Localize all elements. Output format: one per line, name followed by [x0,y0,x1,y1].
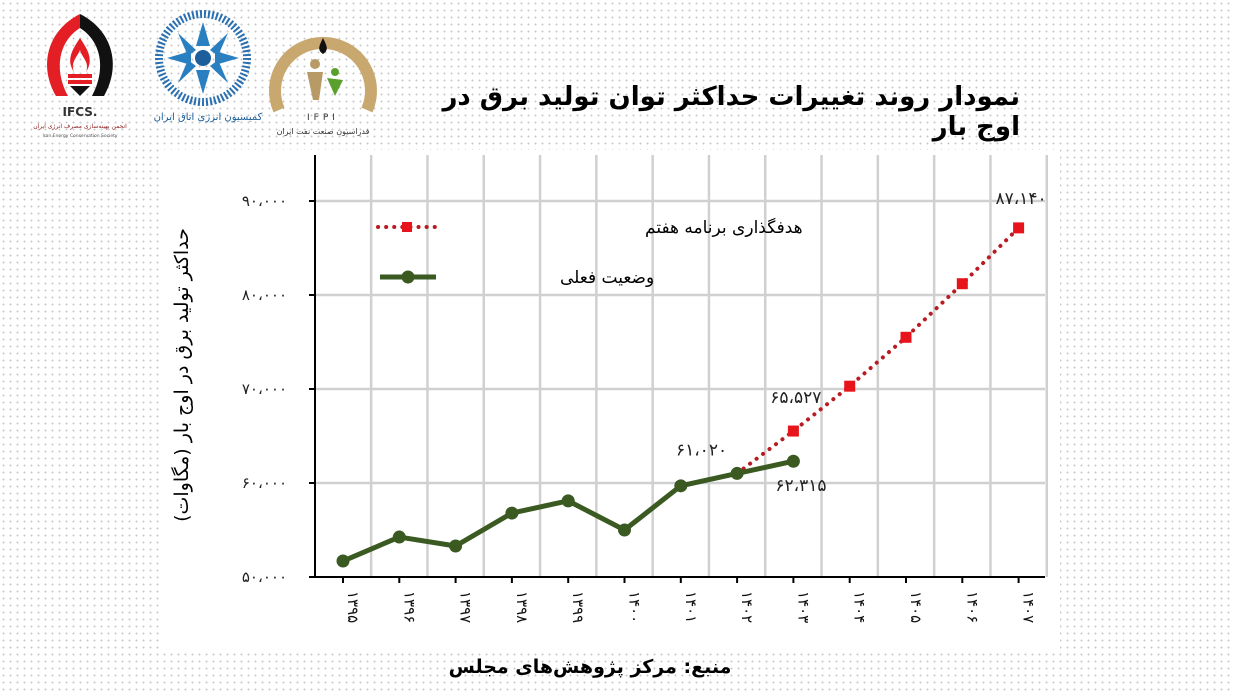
x-tick-label: ۱۳۹۶ [400,591,418,623]
ifcs-logo-text: IFCS. [63,105,98,119]
svg-text:Iran Energy Conservation Socie: Iran Energy Conservation Society [42,133,117,139]
actual-point [786,454,800,468]
x-tick-label: ۱۳۹۷ [457,591,475,623]
y-tick-label: ۸۰،۰۰۰ [242,286,287,304]
data-labels: ۶۱،۰۲۰ ۶۲،۳۱۵ ۶۵،۵۲۷ ۸۷،۱۴۰ [676,189,1047,496]
x-tick-label: ۱۴۰۴ [851,591,869,623]
series-actual [336,454,800,568]
svg-text:فدراسیون صنعت نفت ایران: فدراسیون صنعت نفت ایران [277,127,370,136]
square-marker-icon [402,222,412,232]
svg-text:کمیسیون انرژی اتاق ایران: کمیسیون انرژی اتاق ایران [154,112,263,123]
y-tick-label: ۵۰،۰۰۰ [242,568,287,586]
y-axis-ticks: ۵۰،۰۰۰ ۶۰،۰۰۰ ۷۰،۰۰۰ ۸۰،۰۰۰ ۹۰،۰۰۰ [242,192,315,586]
chart-title: نمودار روند تغییرات حداکثر توان تولید بر… [442,82,1020,142]
circle-marker-icon [401,270,415,284]
x-tick-label: ۱۳۹۹ [569,591,587,623]
x-tick-label: ۱۴۰۳ [794,591,812,623]
target-point [900,331,912,343]
legend-label-target: هدفگذاری برنامه هفتم [645,217,803,238]
data-label: ۶۵،۵۲۷ [770,388,821,408]
chart-panel [160,150,1060,650]
target-point [956,278,968,290]
y-tick-label: ۶۰،۰۰۰ [242,474,287,492]
actual-point [392,530,406,544]
target-point [844,380,856,392]
x-tick-label: ۱۴۰۷ [1020,591,1038,623]
data-label: ۶۱،۰۲۰ [676,440,727,460]
x-tick-label: ۱۴۰۱ [682,591,700,623]
x-tick-label: ۱۳۹۵ [344,591,362,623]
legend-label-actual: وضعیت فعلی [560,268,654,288]
x-tick-label: ۱۴۰۶ [963,591,981,623]
ifcs-logo: IFCS. انجمن بهینه‌سازی مصرف انرژی ایران … [33,14,127,139]
target-point [787,425,799,437]
svg-text:IFPI: IFPI [307,113,339,123]
svg-text:انجمن بهینه‌سازی مصرف انرژی ای: انجمن بهینه‌سازی مصرف انرژی ایران [33,123,127,130]
legend-item-actual: وضعیت فعلی [380,268,654,288]
x-tick-label: ۱۴۰۵ [907,591,925,623]
actual-point [561,494,575,508]
actual-point [618,523,631,537]
x-axis-ticks: ۱۳۹۵ ۱۳۹۶ ۱۳۹۷ ۱۳۹۸ ۱۳۹۹ ۱۴۰۰ ۱۴۰۱ ۱۴۰۲ ۱۴۰۳ ۱۴۰۴… [342,577,1038,623]
logos-strip: IFCS. انجمن بهینه‌سازی مصرف انرژی ایران … [28,8,398,139]
series-target [735,222,1025,476]
y-tick-label: ۹۰،۰۰۰ [242,192,287,210]
actual-point [336,554,350,568]
data-label: ۶۲،۳۱۵ [775,476,826,496]
actual-point [505,506,519,520]
data-label: ۸۷،۱۴۰ [995,189,1046,209]
chamber-commission-logo: کمیسیون انرژی اتاق ایران [154,10,263,123]
target-point [1013,222,1025,234]
legend-item-target: هدفگذاری برنامه هفتم [376,217,803,238]
x-tick-label: ۱۴۰۰ [626,591,644,623]
source-note: منبع: مرکز پژوهش‌های مجلس [448,656,732,678]
x-tick-label: ۱۴۰۲ [738,591,756,623]
actual-point [449,539,463,553]
y-axis-label: حداکثر تولید برق در اوج بار (مگاوات) [170,228,193,522]
chart-legend: هدفگذاری برنامه هفتم وضعیت فعلی [376,217,803,288]
ifpi-logo: IFPI فدراسیون صنعت نفت ایران [269,36,377,136]
actual-point [730,466,744,480]
chart-grid [315,155,1048,577]
x-tick-label: ۱۳۹۸ [513,591,531,623]
y-tick-label: ۷۰،۰۰۰ [242,380,287,398]
actual-point [674,479,688,493]
